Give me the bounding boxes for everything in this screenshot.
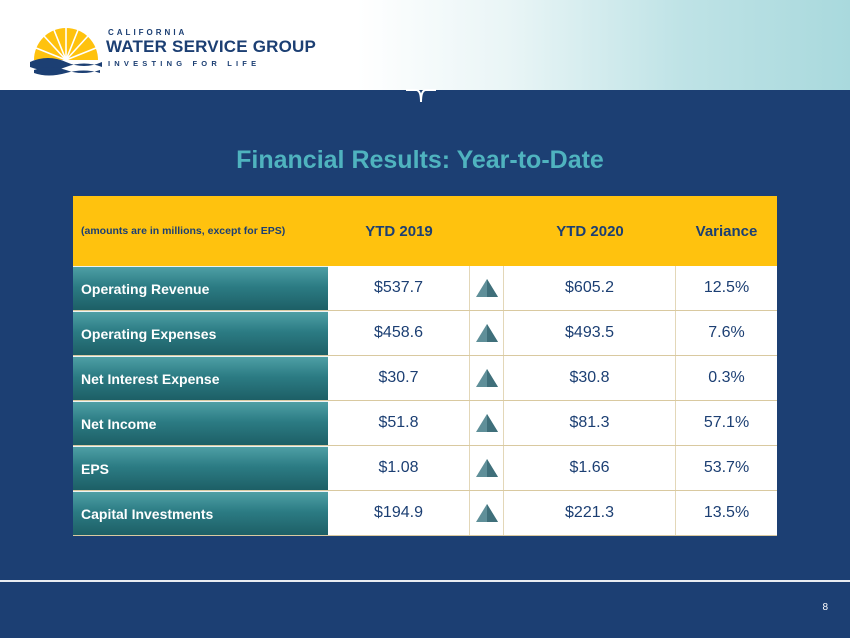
company-logo: CALIFORNIA WATER SERVICE GROUP INVESTING… <box>28 20 328 80</box>
logo-line2: WATER SERVICE GROUP <box>106 37 317 56</box>
trend-cell <box>470 491 504 535</box>
cell-ytd-2020: $493.5 <box>504 311 676 355</box>
up-arrow-icon <box>475 459 498 477</box>
sun-wave-logo-icon <box>30 28 102 76</box>
cell-variance: 13.5% <box>703 504 750 521</box>
table-row: Operating Revenue $537.7 $605.2 12.5% <box>73 266 777 311</box>
table-row: Net Interest Expense $30.7 $30.8 0.3% <box>73 356 777 401</box>
cell-ytd-2020: $605.2 <box>504 266 676 310</box>
trend-cell <box>470 266 504 310</box>
header-notch-divider <box>406 89 436 103</box>
slide-title: Financial Results: Year-to-Date <box>236 146 604 174</box>
trend-cell <box>470 446 504 490</box>
table-row: Net Income $51.8 $81.3 57.1% <box>73 401 777 446</box>
cell-variance: 53.7% <box>703 459 750 476</box>
cell-ytd-2020: $81.3 <box>504 401 676 445</box>
trend-cell <box>470 356 504 400</box>
up-arrow-icon <box>475 504 498 522</box>
row-label: Operating Expenses <box>73 311 328 355</box>
table-row: EPS $1.08 $1.66 53.7% <box>73 446 777 491</box>
header-variance: Variance <box>695 222 758 240</box>
table-row: Operating Expenses $458.6 $493.5 7.6% <box>73 311 777 356</box>
up-arrow-icon <box>475 414 498 432</box>
cell-ytd-2019: $194.9 <box>328 491 470 535</box>
cell-variance: 57.1% <box>703 414 750 431</box>
up-arrow-icon <box>475 369 498 387</box>
up-arrow-icon <box>475 324 498 342</box>
page-number: 8 <box>822 602 828 613</box>
cell-ytd-2019: $30.7 <box>328 356 470 400</box>
row-label: Operating Revenue <box>73 266 328 310</box>
cell-ytd-2019: $537.7 <box>328 266 470 310</box>
logo-tagline: INVESTING FOR LIFE <box>108 59 261 68</box>
trend-cell <box>470 401 504 445</box>
cell-ytd-2020: $221.3 <box>504 491 676 535</box>
footer-divider <box>0 580 850 582</box>
financial-results-table: (amounts are in millions, except for EPS… <box>73 196 777 536</box>
units-note: (amounts are in millions, except for EPS… <box>81 225 286 237</box>
header-banner: CALIFORNIA WATER SERVICE GROUP INVESTING… <box>0 0 850 90</box>
logo-line1: CALIFORNIA <box>108 28 188 37</box>
cell-ytd-2019: $458.6 <box>328 311 470 355</box>
up-arrow-icon <box>475 279 498 297</box>
cell-ytd-2020: $30.8 <box>504 356 676 400</box>
row-label: EPS <box>73 446 328 490</box>
table-header-row: (amounts are in millions, except for EPS… <box>73 196 777 266</box>
table-row: Capital Investments $194.9 $221.3 13.5% <box>73 491 777 536</box>
cell-ytd-2019: $1.08 <box>328 446 470 490</box>
row-label: Net Income <box>73 401 328 445</box>
cell-variance: 7.6% <box>708 324 745 341</box>
header-ytd-2020: YTD 2020 <box>556 222 624 240</box>
cell-ytd-2019: $51.8 <box>328 401 470 445</box>
trend-cell <box>470 311 504 355</box>
cell-variance: 0.3% <box>708 369 745 386</box>
cell-variance: 12.5% <box>703 279 750 296</box>
row-label: Net Interest Expense <box>73 356 328 400</box>
header-ytd-2019: YTD 2019 <box>365 222 433 240</box>
cell-ytd-2020: $1.66 <box>504 446 676 490</box>
row-label: Capital Investments <box>73 491 328 535</box>
